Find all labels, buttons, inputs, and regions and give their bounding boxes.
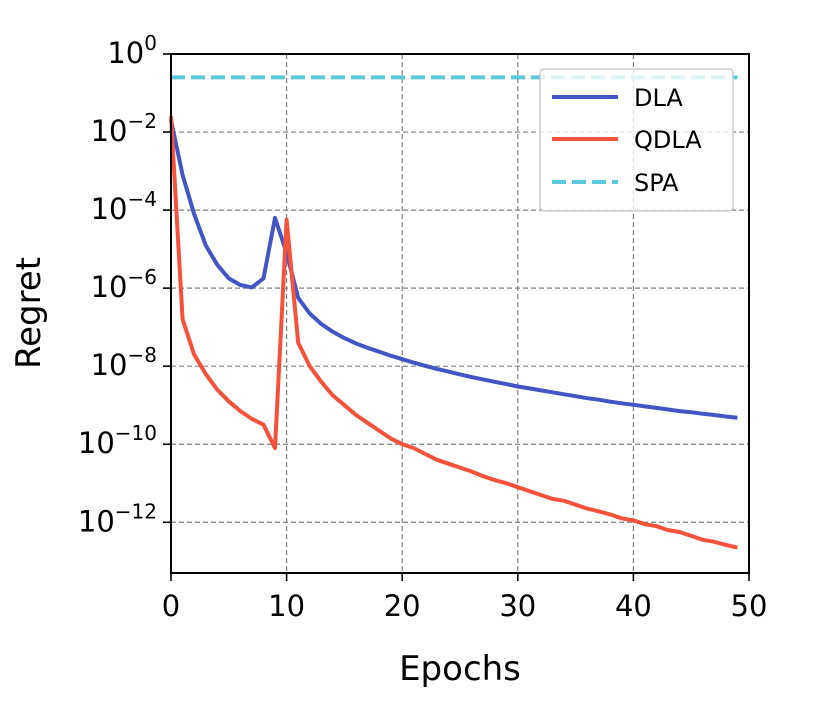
plot-frame: [170, 53, 750, 574]
y-tick-base: 10: [78, 426, 115, 460]
legend-box: [539, 68, 734, 212]
series-line-qdla: [169, 116, 738, 550]
y-tick-label: 10−8: [91, 343, 157, 382]
y-tick-exponent: −10: [115, 421, 157, 445]
y-tick-base: 10: [91, 270, 128, 304]
x-axis-label: Epochs: [399, 649, 521, 689]
y-tick-exponent: −6: [128, 265, 157, 289]
legend-label-spa: SPA: [634, 169, 679, 197]
legend-label-qdla: QDLA: [634, 126, 702, 154]
y-tick-label: 100: [107, 31, 157, 70]
series-line-dla: [169, 119, 738, 420]
y-tick-label: 10−6: [91, 265, 157, 304]
x-tick-label: 50: [731, 589, 768, 623]
legend-label-dla: DLA: [634, 84, 683, 112]
x-tick-label: 30: [499, 589, 536, 623]
y-tick-base: 10: [78, 504, 115, 538]
y-tick-label: 10−4: [91, 187, 157, 226]
y-tick-exponent: −8: [128, 343, 157, 367]
legend: DLA QDLA SPA: [539, 68, 734, 212]
y-tick-exponent: −12: [115, 499, 157, 523]
x-tick-label: 40: [615, 589, 652, 623]
y-tick-base: 10: [91, 114, 128, 148]
y-tick-label: 10−10: [78, 421, 157, 460]
y-tick-label: 10−12: [78, 499, 157, 538]
x-tick-label: 20: [384, 589, 421, 623]
y-tick-base: 10: [91, 348, 128, 382]
y-axis-label: Regret: [9, 257, 49, 369]
y-tick-base: 10: [107, 36, 144, 70]
x-tick-label: 0: [162, 589, 180, 623]
y-tick-exponent: −4: [128, 187, 157, 211]
y-tick-label: 10−2: [91, 109, 157, 148]
y-tick-exponent: 0: [144, 31, 157, 55]
x-tick-label: 10: [268, 589, 305, 623]
y-tick-exponent: −2: [128, 109, 157, 133]
y-tick-base: 10: [91, 192, 128, 226]
